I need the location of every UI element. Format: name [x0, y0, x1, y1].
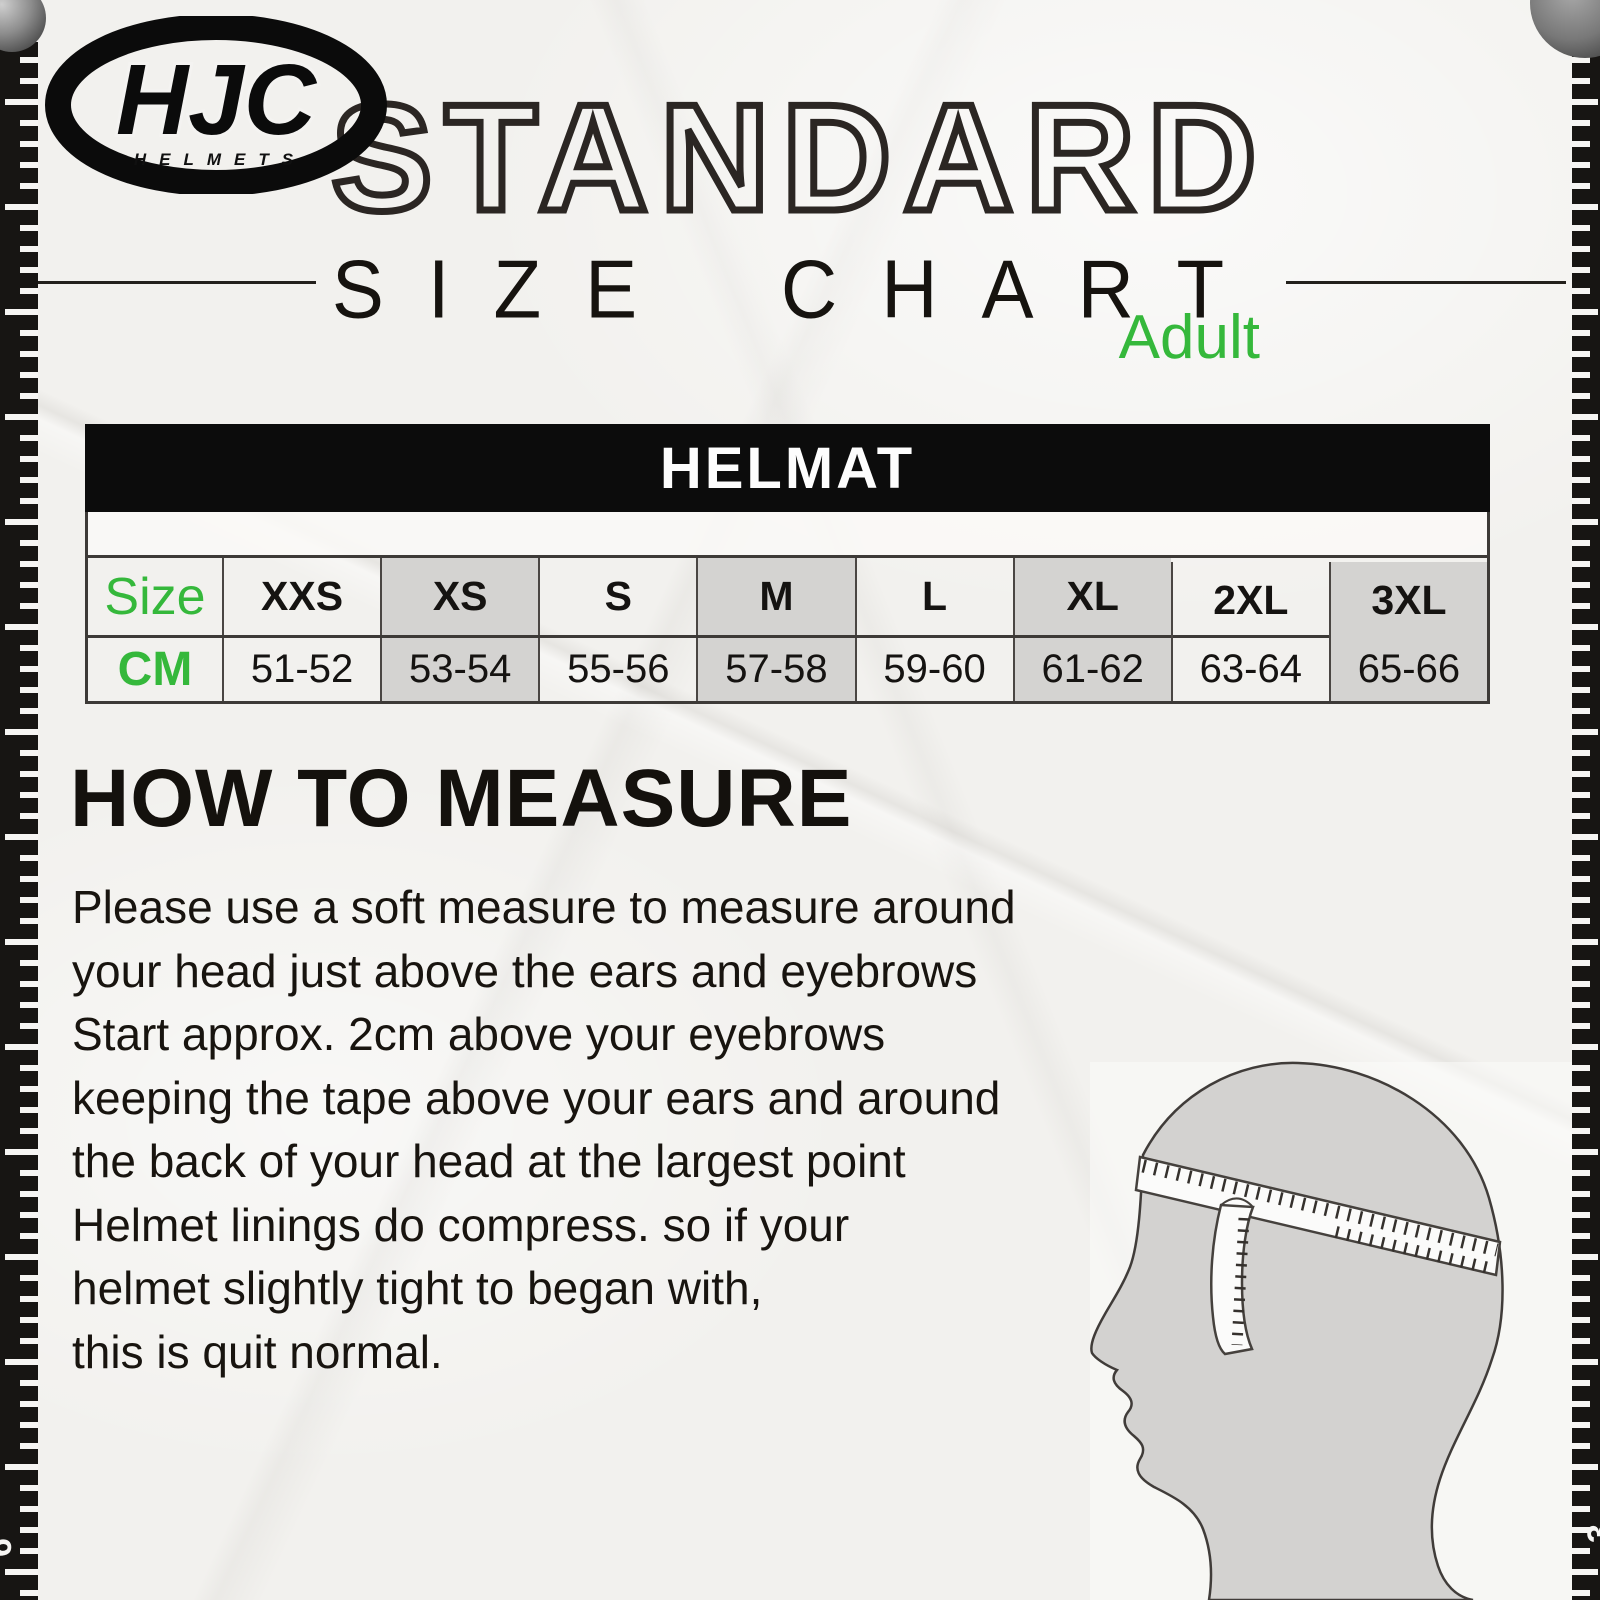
right-ruler-number: 3: [1581, 1524, 1600, 1543]
cm-row-label: CM: [117, 643, 193, 696]
table-header: HELMAT: [85, 424, 1490, 512]
measure-line: helmet slightly tight to began with,: [72, 1262, 763, 1314]
size-row: Size XXS XS S M L XL 2XL 3XL: [88, 558, 1487, 639]
measure-line: Start approx. 2cm above your eyebrows: [72, 1008, 886, 1060]
head-silhouette: [1090, 1061, 1504, 1600]
size-cell-s: S: [538, 558, 696, 635]
head-profile-illustration: [1090, 1061, 1504, 1600]
size-cell-xl: XL: [1012, 558, 1171, 635]
table-body: Size XXS XS S M L XL 2XL 3XL CM 51-52 53…: [85, 512, 1490, 704]
audience-label: Adult: [1118, 303, 1260, 372]
left-ruler-decoration: [0, 0, 38, 1600]
logo-tagline: HELMETS: [134, 150, 306, 169]
left-ruler-number: 6: [0, 1538, 20, 1557]
tape-fold-crease: [1220, 1197, 1254, 1208]
measure-line: your head just above the ears and eyebro…: [72, 944, 978, 997]
cm-cell-2xl: 63-64: [1170, 638, 1329, 701]
size-row-label: Size: [104, 567, 206, 626]
corner-ball-top-right: [1530, 0, 1600, 58]
subtitle-rule-right: [1286, 281, 1566, 284]
cm-cell-m: 57-58: [696, 638, 855, 701]
size-cell-l: L: [854, 558, 1013, 635]
size-cell-m: M: [696, 558, 855, 635]
how-to-measure-text: Please use a soft measure to measure aro…: [72, 876, 1016, 1384]
size-cell-2xl: 2XL: [1170, 562, 1329, 639]
tape-end-ticks: [1231, 1217, 1250, 1346]
measuring-tape-band: [1134, 1155, 1502, 1277]
size-cell-3xl: 3XL: [1328, 562, 1487, 639]
cm-row: CM 51-52 53-54 55-56 57-58 59-60 61-62 6…: [88, 638, 1487, 701]
cm-cell-3xl: 65-66: [1328, 638, 1487, 701]
page-subtitle: SIZE CHART: [331, 242, 1269, 336]
logo-text: HJC: [116, 44, 318, 156]
table-spacer-row: [88, 512, 1487, 558]
how-to-measure-heading: HOW TO MEASURE: [70, 753, 853, 844]
subtitle-rule-left: [38, 281, 316, 284]
cm-cell-xs: 53-54: [380, 638, 539, 701]
measure-line: keeping the tape above your ears and aro…: [72, 1071, 1001, 1124]
cm-cell-l: 59-60: [854, 638, 1013, 701]
cm-cell-s: 55-56: [538, 638, 696, 701]
corner-ball-top-left: [0, 0, 46, 52]
cm-cell-xxs: 51-52: [222, 638, 380, 701]
measure-line: the back of your head at the largest poi…: [72, 1135, 906, 1187]
hjc-logo: HJC HELMETS: [45, 16, 387, 194]
size-table: HELMAT Size XXS XS S M L XL 2XL 3XL CM 5…: [85, 424, 1490, 704]
size-cell-xs: XS: [380, 558, 539, 635]
size-cell-xxs: XXS: [222, 558, 380, 635]
measure-line: this is quit normal.: [72, 1325, 443, 1378]
right-ruler-decoration: [1572, 0, 1600, 1600]
cm-cell-xl: 61-62: [1012, 638, 1171, 701]
logo-ellipse: [45, 16, 387, 194]
tape-band-ticks-top: [1141, 1159, 1499, 1257]
measure-line: Helmet linings do compress. so if your: [72, 1198, 850, 1251]
page-title: STANDARD: [328, 73, 1269, 243]
measure-line: Please use a soft measure to measure aro…: [72, 881, 1016, 933]
